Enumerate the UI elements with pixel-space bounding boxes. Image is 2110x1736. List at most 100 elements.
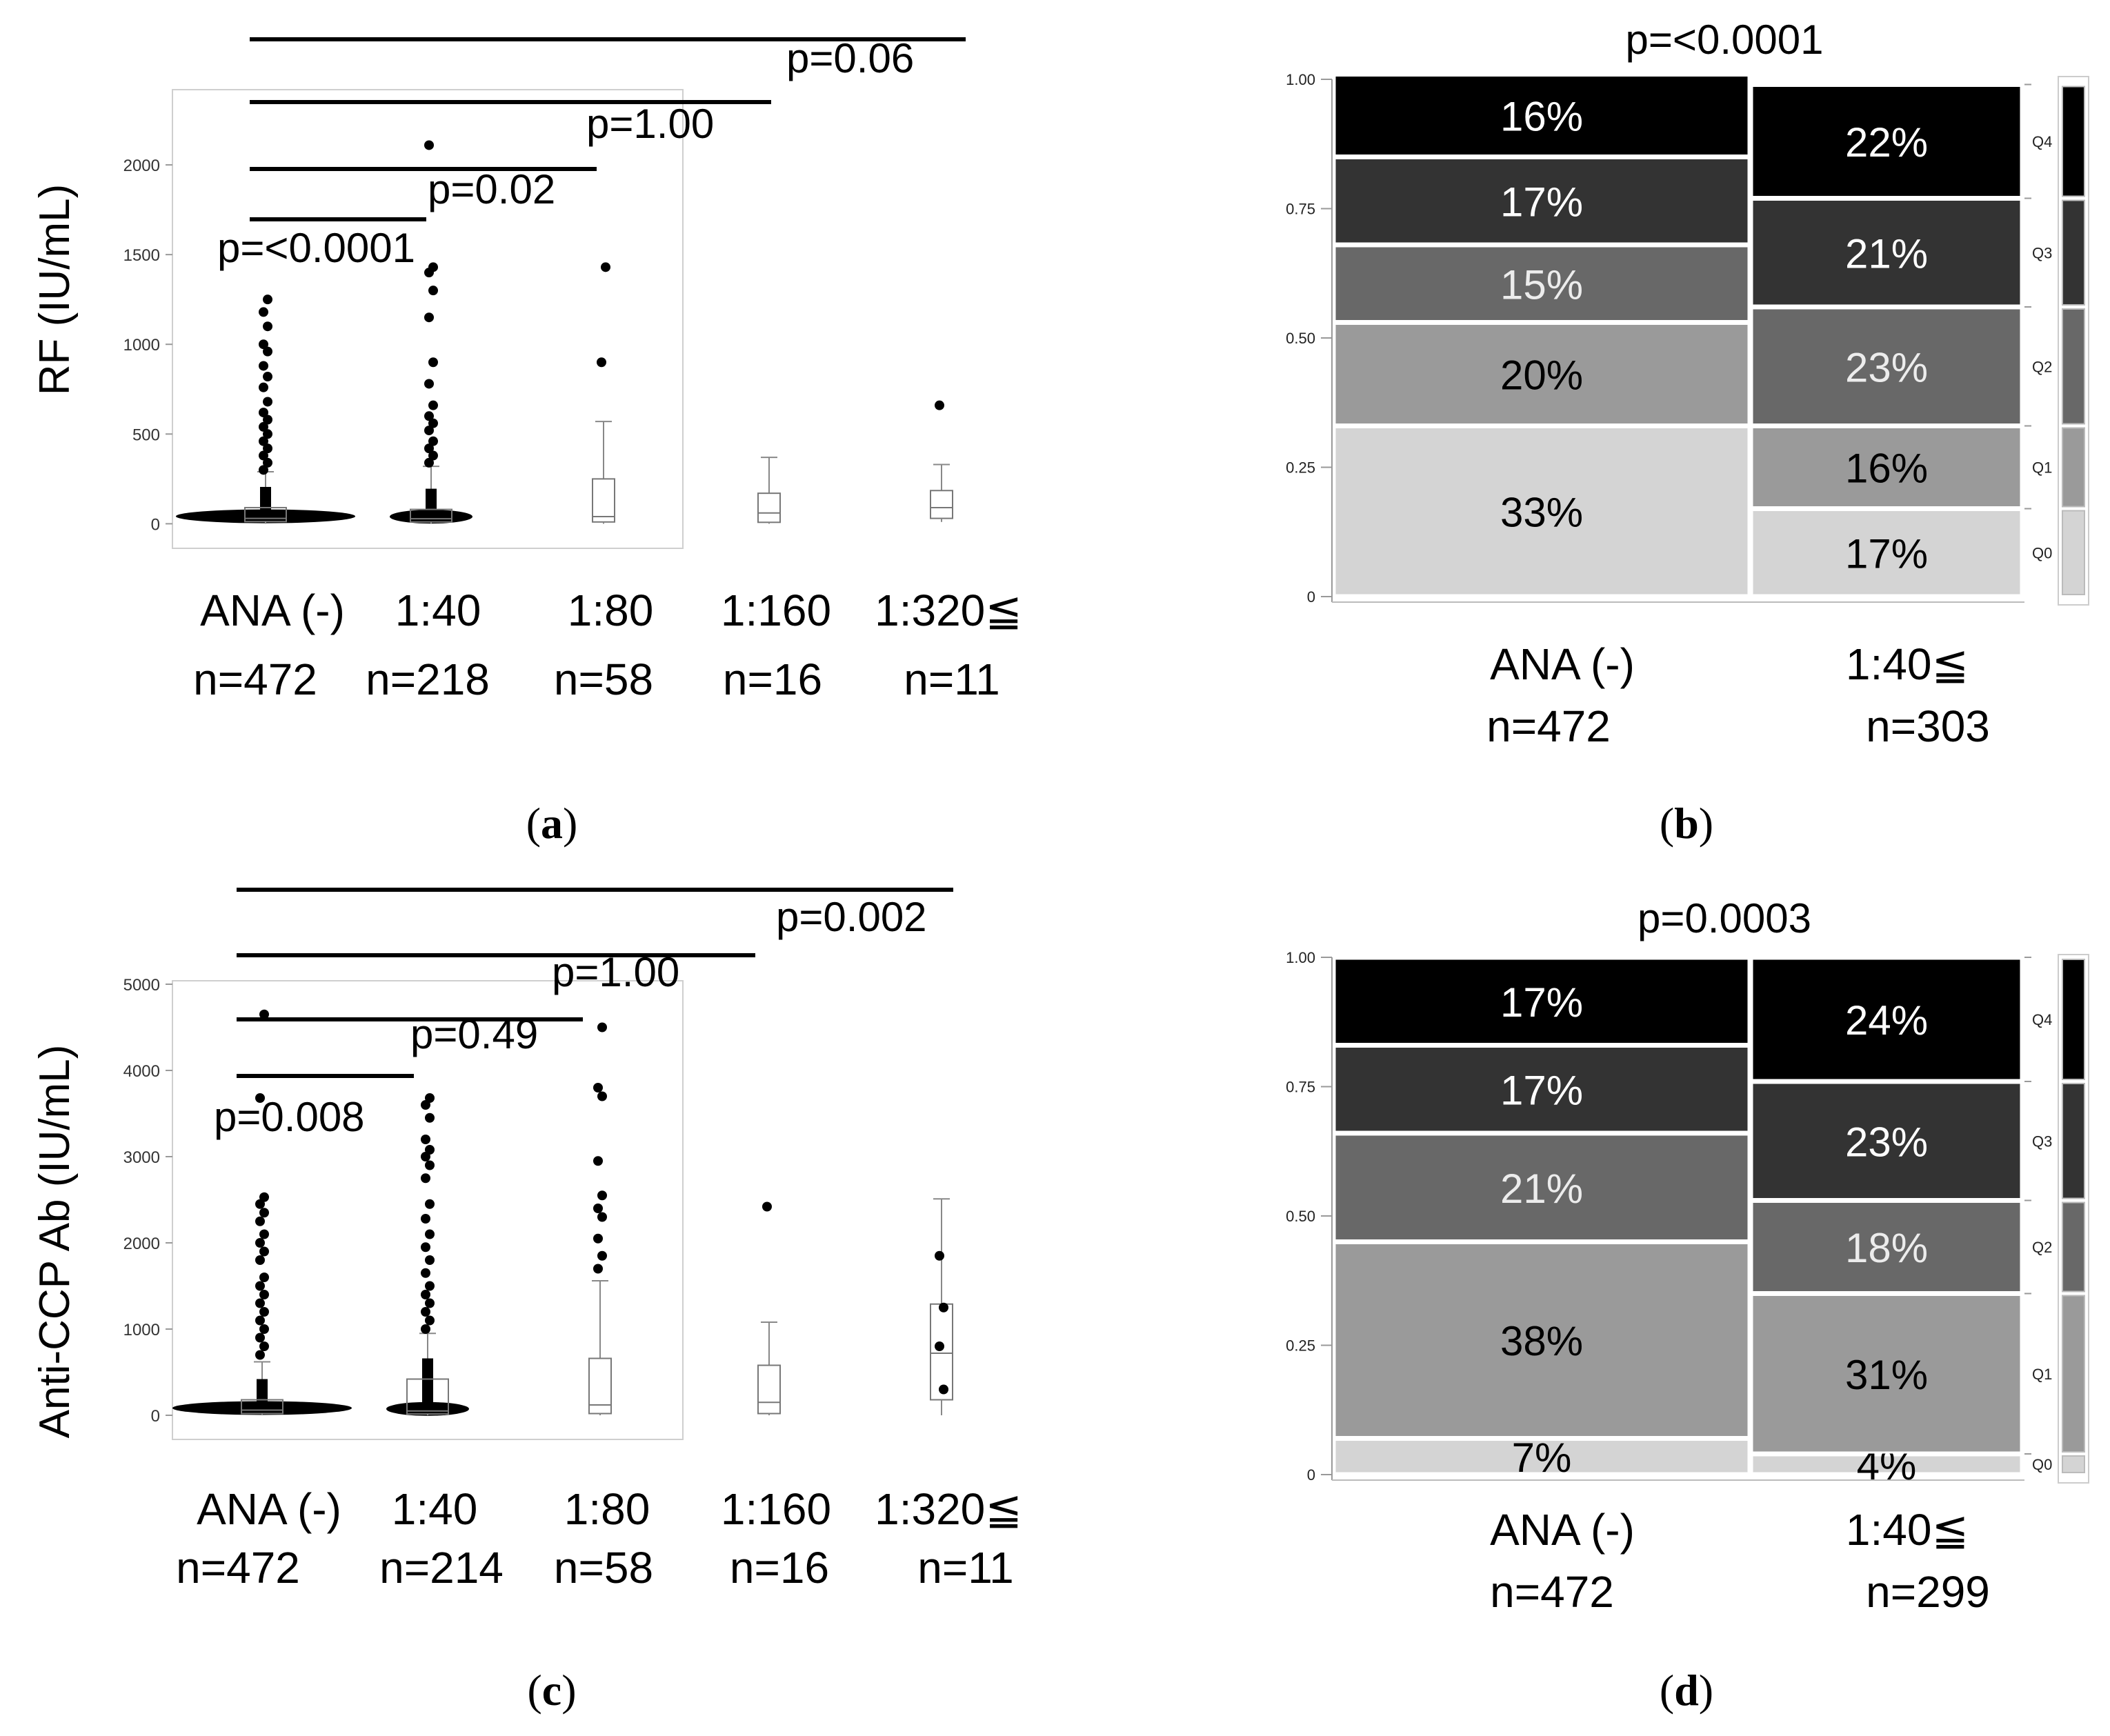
bar-segment bbox=[1751, 426, 2022, 508]
data-point bbox=[428, 262, 438, 272]
y-tick-label: 1.00 bbox=[1286, 71, 1315, 88]
x-category-label: ANA (-) bbox=[197, 1484, 341, 1534]
data-point bbox=[259, 1341, 269, 1351]
segment-label: 21% bbox=[1845, 230, 1928, 277]
y-axis-label: Anti-CCP Ab (IU/mL) bbox=[31, 1045, 79, 1439]
bar-segment bbox=[1751, 1081, 2022, 1200]
panel-d: p=0.0003 0 0.25 0.50 0.75 1.00 7% 38% 21% 17% 17% A… bbox=[1286, 895, 2089, 1715]
data-point bbox=[597, 1091, 607, 1101]
segment-label: 18% bbox=[1845, 1225, 1928, 1271]
data-point bbox=[425, 1145, 435, 1155]
panel-caption: (d) bbox=[1660, 1666, 1713, 1715]
data-point bbox=[593, 1156, 603, 1166]
data-point bbox=[421, 1214, 430, 1224]
x-category-label: 1:80 bbox=[564, 1484, 650, 1534]
data-point bbox=[601, 262, 610, 272]
x-category-label: 1:160 bbox=[721, 586, 831, 635]
p-value-label: p=0.02 bbox=[428, 166, 555, 212]
data-point bbox=[424, 379, 434, 389]
chart-title: p=<0.0001 bbox=[1626, 17, 1824, 63]
segment-label: 16% bbox=[1500, 94, 1583, 140]
data-point bbox=[593, 1264, 603, 1274]
caption-letter: a bbox=[541, 799, 563, 848]
data-point bbox=[259, 1273, 269, 1282]
data-point bbox=[263, 415, 272, 425]
legend-label: Q1 bbox=[2032, 1366, 2052, 1383]
p-value-label: p=<0.0001 bbox=[217, 225, 415, 271]
x-category-label: ANA (-) bbox=[200, 586, 345, 635]
segment-label: 33% bbox=[1500, 489, 1583, 535]
y-tick-label: 2000 bbox=[123, 1235, 160, 1253]
x-n-label: n=58 bbox=[554, 655, 653, 704]
x-n-label: n=218 bbox=[366, 655, 490, 704]
legend-frame bbox=[2058, 954, 2089, 1484]
data-point bbox=[425, 1160, 435, 1170]
data-point bbox=[263, 372, 272, 382]
p-value-label: p=0.06 bbox=[786, 35, 914, 81]
data-point bbox=[259, 361, 268, 371]
data-point bbox=[259, 382, 268, 392]
box bbox=[410, 508, 452, 523]
p-value-label: p=1.00 bbox=[552, 949, 679, 995]
data-point bbox=[428, 400, 438, 410]
bar-segment bbox=[1751, 1201, 2022, 1293]
box bbox=[757, 492, 781, 523]
x-n-label: n=472 bbox=[176, 1543, 300, 1593]
p-value-label: p=1.00 bbox=[586, 101, 714, 147]
data-point bbox=[428, 450, 438, 461]
data-point bbox=[425, 1281, 435, 1291]
x-n-label: n=472 bbox=[193, 655, 317, 704]
data-point bbox=[424, 443, 434, 454]
data-point bbox=[259, 1229, 269, 1239]
x-n-label: n=472 bbox=[1490, 1567, 1614, 1617]
data-point bbox=[421, 1135, 430, 1144]
bar-segment bbox=[1333, 245, 1750, 322]
y-tick-label: 0.75 bbox=[1286, 201, 1315, 218]
data-point bbox=[259, 421, 268, 432]
x-category-label: 1:320≦ bbox=[875, 1484, 1022, 1534]
legend-swatch bbox=[2062, 1201, 2085, 1293]
legend-swatch bbox=[2062, 510, 2085, 595]
data-point bbox=[935, 1250, 944, 1261]
plot-frame bbox=[172, 89, 684, 549]
data-point bbox=[424, 457, 434, 468]
bar-segment bbox=[1333, 74, 1750, 157]
y-tick-label: 0.50 bbox=[1286, 330, 1315, 347]
p-value-label: p=0.49 bbox=[410, 1011, 538, 1057]
segment-label: 20% bbox=[1500, 352, 1583, 399]
data-point bbox=[259, 307, 268, 317]
x-n-label: n=299 bbox=[1866, 1567, 1990, 1617]
data-point bbox=[762, 1201, 772, 1212]
y-tick-label: 4000 bbox=[123, 1062, 160, 1081]
data-point bbox=[425, 1093, 435, 1103]
x-n-label: n=11 bbox=[917, 1543, 1013, 1593]
bar-segment bbox=[1751, 957, 2022, 1081]
bar-segment bbox=[1333, 1133, 1750, 1241]
data-point bbox=[425, 1199, 435, 1209]
segment-label: 15% bbox=[1500, 261, 1583, 308]
box bbox=[244, 506, 287, 523]
x-category-label: ANA (-) bbox=[1490, 639, 1635, 689]
p-value-label: p=0.002 bbox=[776, 894, 927, 940]
bar-segment bbox=[1333, 157, 1750, 245]
x-category-label: 1:40≦ bbox=[1846, 639, 1969, 689]
caption-letter: b bbox=[1674, 799, 1699, 848]
y-tick-label: 0 bbox=[151, 1407, 160, 1426]
legend-swatch bbox=[2062, 1295, 2085, 1453]
data-point bbox=[263, 443, 272, 454]
segment-label: 17% bbox=[1500, 1067, 1583, 1113]
legend-swatch bbox=[2062, 1455, 2085, 1473]
data-point bbox=[428, 418, 438, 428]
x-category-label: ANA (-) bbox=[1490, 1505, 1635, 1555]
segment-label: 23% bbox=[1845, 1119, 1928, 1165]
data-point bbox=[255, 1350, 265, 1360]
panel-caption: (a) bbox=[526, 799, 578, 848]
data-point bbox=[259, 408, 268, 418]
data-point bbox=[255, 1238, 265, 1248]
x-n-label: n=58 bbox=[554, 1543, 653, 1593]
segment-label: 24% bbox=[1845, 997, 1928, 1044]
data-point bbox=[424, 411, 434, 421]
data-point bbox=[421, 1290, 430, 1299]
data-point bbox=[424, 426, 434, 436]
